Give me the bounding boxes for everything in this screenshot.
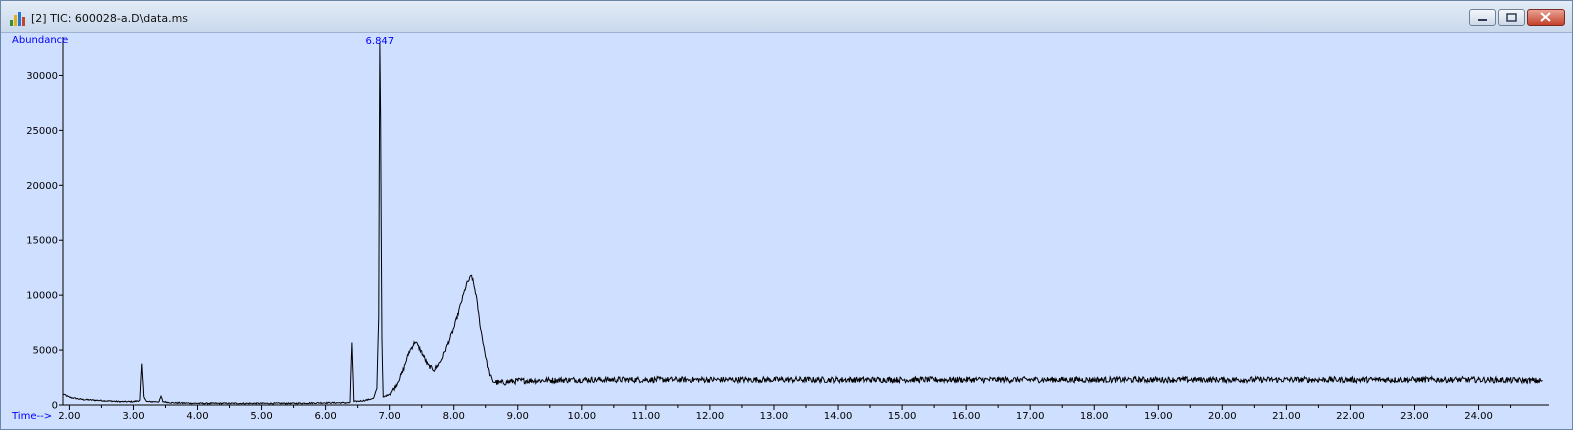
x-tick-label: 16.00 <box>952 411 981 422</box>
x-tick-label: 24.00 <box>1464 411 1493 422</box>
restore-icon <box>1506 13 1517 22</box>
y-tick-label: 20000 <box>26 181 58 192</box>
y-tick-label: 5000 <box>33 346 58 357</box>
x-axis-label: Time--> <box>11 411 52 422</box>
x-tick-label: 4.00 <box>186 411 208 422</box>
x-tick-label: 2.00 <box>58 411 80 422</box>
x-tick-label: 11.00 <box>632 411 661 422</box>
x-tick-label: 14.00 <box>824 411 853 422</box>
x-tick-label: 5.00 <box>250 411 272 422</box>
y-tick-label: 10000 <box>26 291 58 302</box>
x-tick-label: 10.00 <box>567 411 596 422</box>
tic-chart: 0 5000 10000 15000 20000 25000 30000 2.00 3.00 4… <box>11 35 1549 422</box>
y-tick-label: 25000 <box>26 126 58 137</box>
x-tick-label: 15.00 <box>888 411 917 422</box>
chart-area: 0 5000 10000 15000 20000 25000 30000 2.00 3.00 4… <box>1 33 1572 429</box>
x-tick-label: 8.00 <box>443 411 465 422</box>
x-tick-label: 3.00 <box>122 411 144 422</box>
x-tick-label: 23.00 <box>1400 411 1429 422</box>
restore-button[interactable] <box>1498 9 1525 26</box>
x-tick-label: 21.00 <box>1272 411 1301 422</box>
x-tick-label: 19.00 <box>1144 411 1173 422</box>
peak-label: 6.847 <box>366 36 395 47</box>
x-tick-label: 12.00 <box>696 411 725 422</box>
y-tick-label: 15000 <box>26 236 58 247</box>
x-tick-label: 18.00 <box>1080 411 1109 422</box>
close-icon <box>1540 12 1551 22</box>
minimize-button[interactable] <box>1469 9 1496 26</box>
y-axis-ticks: 0 5000 10000 15000 20000 25000 30000 <box>26 71 63 412</box>
x-tick-label: 17.00 <box>1016 411 1045 422</box>
x-tick-label: 13.00 <box>760 411 789 422</box>
x-tick-label: 6.00 <box>314 411 336 422</box>
minimize-icon <box>1478 19 1487 21</box>
y-tick-label: 30000 <box>26 71 58 82</box>
chromatogram-app-icon <box>10 12 25 26</box>
tic-trace <box>62 42 1543 405</box>
x-tick-label: 7.00 <box>379 411 401 422</box>
window-title: [2] TIC: 600028-a.D\data.ms <box>31 12 189 25</box>
y-axis-label: Abundance <box>12 35 68 46</box>
x-tick-label: 22.00 <box>1336 411 1365 422</box>
close-button[interactable] <box>1527 9 1565 26</box>
x-tick-label: 9.00 <box>507 411 529 422</box>
x-tick-label: 20.00 <box>1208 411 1237 422</box>
title-bar[interactable]: [2] TIC: 600028-a.D\data.ms <box>1 1 1572 33</box>
x-axis-ticks: 2.00 3.00 4.00 5.00 6.00 7.00 8.00 9.00 10.00 11.… <box>58 405 1512 422</box>
y-tick-label: 0 <box>52 401 58 412</box>
